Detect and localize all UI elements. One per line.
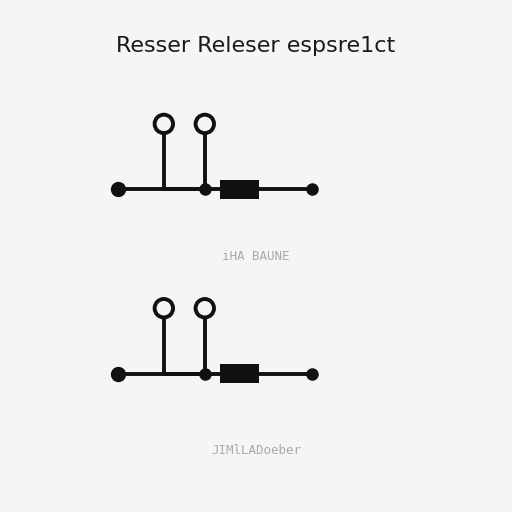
Circle shape: [196, 115, 214, 133]
Text: iHA BAUNE: iHA BAUNE: [222, 249, 290, 263]
Bar: [220, 364, 259, 383]
Circle shape: [155, 299, 173, 317]
Circle shape: [196, 299, 214, 317]
Text: Resser Releser espsre1ct: Resser Releser espsre1ct: [116, 36, 396, 56]
Bar: [220, 180, 259, 199]
Text: JIMlLADoeber: JIMlLADoeber: [211, 444, 301, 457]
Circle shape: [155, 115, 173, 133]
